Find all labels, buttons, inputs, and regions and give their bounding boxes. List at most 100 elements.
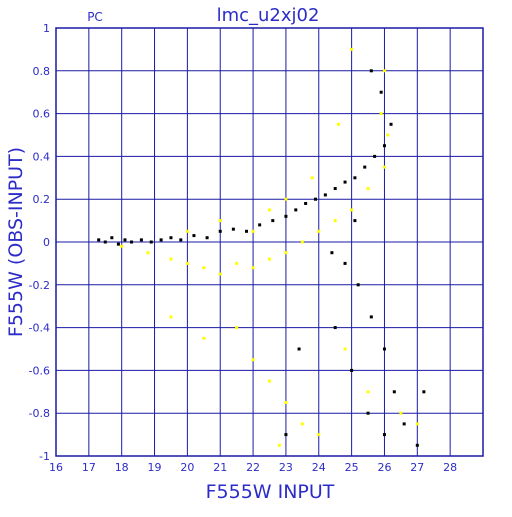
data-point-black	[130, 240, 134, 244]
data-point-black	[350, 368, 354, 372]
x-tick-label: 23	[279, 461, 293, 474]
data-point-black	[294, 208, 298, 212]
x-axis-label: F555W INPUT	[206, 481, 335, 503]
data-point-black	[179, 238, 183, 242]
data-point-yellow	[386, 133, 390, 137]
data-point-black	[123, 238, 127, 242]
x-tick-label: 26	[377, 461, 391, 474]
x-tick-label: 19	[148, 461, 162, 474]
y-tick-label: -1	[39, 450, 50, 463]
data-point-black	[402, 422, 406, 426]
x-tick-label: 22	[246, 461, 260, 474]
data-point-yellow	[277, 443, 281, 447]
x-tick-label: 17	[82, 461, 96, 474]
data-point-yellow	[415, 422, 419, 426]
y-tick-label: -0.4	[29, 322, 50, 335]
y-tick-label: 0.2	[33, 193, 51, 206]
data-point-black	[192, 234, 196, 238]
chart-title: lmc_u2xj02	[217, 5, 320, 26]
data-point-black	[139, 238, 143, 242]
data-point-black	[369, 315, 373, 319]
data-point-yellow	[366, 390, 370, 394]
data-point-black	[373, 154, 377, 158]
y-tick-label: 0.4	[33, 150, 51, 163]
data-point-black	[245, 229, 249, 233]
data-point-black	[369, 69, 373, 73]
data-point-yellow	[317, 433, 321, 437]
data-point-black	[415, 443, 419, 447]
data-point-yellow	[268, 257, 271, 261]
y-tick-label: 0.8	[33, 65, 51, 78]
x-tick-label: 28	[443, 461, 457, 474]
x-tick-label: 25	[345, 461, 359, 474]
data-point-yellow	[120, 244, 124, 248]
corner-label: PC	[87, 10, 103, 24]
data-point-yellow	[268, 379, 271, 383]
data-point-black	[205, 236, 209, 240]
data-point-black	[356, 283, 360, 287]
data-point-black	[97, 238, 101, 242]
data-point-black	[330, 251, 334, 255]
x-tick-label: 24	[312, 461, 326, 474]
x-tick-label: 16	[49, 461, 63, 474]
data-point-black	[366, 411, 370, 415]
x-tick-label: 18	[115, 461, 129, 474]
data-point-yellow	[235, 261, 239, 265]
data-point-yellow	[317, 229, 321, 233]
data-point-yellow	[202, 336, 206, 340]
data-points	[97, 47, 426, 447]
plot-frame	[55, 27, 484, 457]
y-tick-label: 0.6	[33, 108, 51, 121]
data-point-yellow	[202, 266, 206, 270]
data-point-yellow	[185, 229, 189, 233]
data-point-yellow	[350, 208, 354, 212]
data-point-black	[169, 236, 173, 240]
data-point-yellow	[300, 422, 304, 426]
y-tick-label: 0	[43, 236, 50, 249]
data-point-yellow	[251, 266, 255, 270]
data-point-yellow	[284, 251, 288, 255]
data-point-black	[353, 219, 357, 223]
data-point-yellow	[300, 240, 304, 244]
data-point-black	[103, 240, 107, 244]
data-point-black	[333, 326, 337, 330]
data-point-black	[382, 144, 386, 148]
data-point-yellow	[284, 197, 288, 201]
data-point-yellow	[218, 219, 222, 223]
data-point-yellow	[169, 315, 173, 319]
y-tick-label: -0.6	[29, 364, 50, 377]
data-point-yellow	[185, 261, 189, 265]
data-point-black	[284, 433, 288, 437]
data-point-black	[353, 176, 357, 180]
y-tick-label: 1	[43, 22, 50, 35]
data-point-yellow	[382, 165, 386, 169]
data-point-black	[389, 122, 393, 126]
data-point-black	[422, 390, 426, 394]
data-point-yellow	[251, 358, 255, 362]
data-point-yellow	[218, 272, 222, 276]
data-point-black	[116, 242, 120, 246]
data-point-black	[231, 227, 235, 231]
data-point-yellow	[146, 251, 150, 255]
data-point-black	[382, 433, 386, 437]
x-tick-label: 21	[213, 461, 227, 474]
data-point-black	[284, 214, 288, 218]
data-point-black	[382, 347, 386, 351]
data-point-black	[343, 261, 347, 265]
data-point-black	[218, 229, 222, 233]
data-point-yellow	[333, 219, 337, 223]
data-point-yellow	[336, 122, 340, 126]
x-tick-labels: 16 17 18 19 20 21 22 23 24 25 26 27 28	[49, 461, 457, 474]
data-point-yellow	[399, 411, 403, 415]
data-point-black	[258, 223, 262, 227]
data-point-black	[149, 240, 153, 244]
y-tick-labels: -1 -0.8 -0.6 -0.4 -0.2 0 0.2 0.4 0.6 0.8 1	[29, 22, 50, 463]
y-tick-label: -0.2	[29, 279, 50, 292]
data-point-black	[159, 238, 163, 242]
data-point-yellow	[284, 401, 288, 404]
y-tick-label: -0.8	[29, 407, 50, 420]
data-point-yellow	[268, 208, 271, 212]
data-point-black	[110, 236, 114, 240]
